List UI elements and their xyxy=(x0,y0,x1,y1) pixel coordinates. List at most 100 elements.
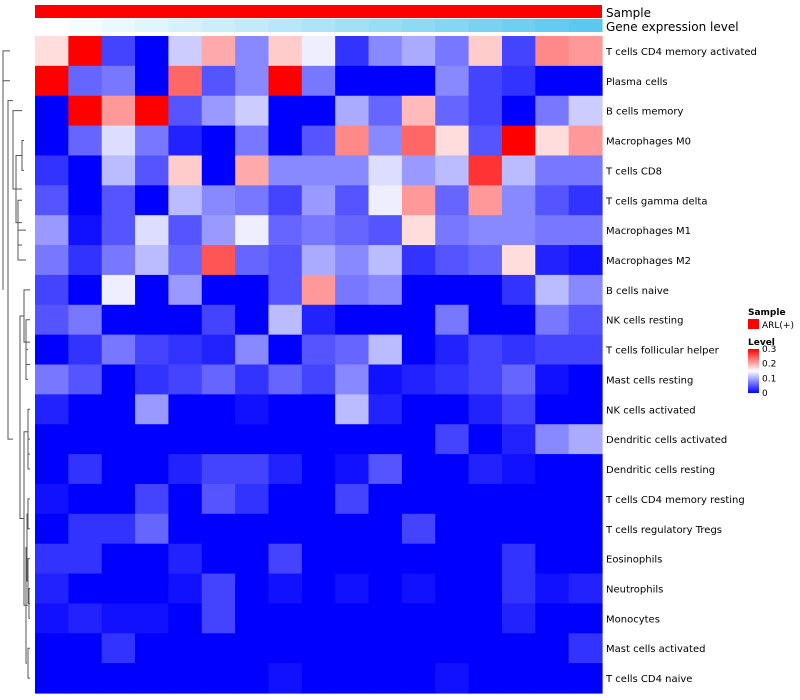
heatmap-cell xyxy=(68,65,103,97)
heatmap-cell xyxy=(335,125,370,157)
heatmap-cell xyxy=(168,424,203,455)
row-label: NK cells resting xyxy=(606,316,683,327)
legend-level-tick: 0 xyxy=(762,389,768,399)
heatmap-cell xyxy=(568,95,603,127)
legend: Sample ARL(+) Level 0.3 0.2 0.1 0 xyxy=(748,308,794,399)
heatmap-cell xyxy=(235,95,270,127)
heatmap-cell xyxy=(568,245,603,276)
heatmap-cell xyxy=(535,364,570,395)
heatmap-cell xyxy=(435,304,470,336)
heatmap-cell xyxy=(501,394,536,425)
heatmap-cell xyxy=(101,663,136,694)
heatmap-cell xyxy=(35,155,69,186)
heatmap-cell xyxy=(168,394,203,425)
heatmap-cell xyxy=(135,65,170,97)
heatmap-cell xyxy=(268,543,303,575)
row-label: T cells CD8 xyxy=(605,166,662,177)
heatmap-cell xyxy=(435,125,470,157)
heatmap-cell xyxy=(35,185,69,216)
heatmap-cell xyxy=(135,573,170,605)
heatmap-cell xyxy=(235,454,270,485)
heatmap-cell xyxy=(68,394,103,425)
heatmap-cell xyxy=(335,513,370,545)
heatmap-cell xyxy=(235,155,270,186)
heatmap-cell xyxy=(468,245,503,276)
annotation-cell-expression xyxy=(335,19,370,32)
heatmap-cell xyxy=(268,274,303,306)
heatmap-cell xyxy=(201,603,236,634)
heatmap-cell xyxy=(401,543,436,575)
heatmap-cell xyxy=(235,424,270,455)
annotation-cell-expression xyxy=(135,19,170,32)
annotation-labels: Sample Gene expression level xyxy=(606,6,739,34)
heatmap-cell xyxy=(68,155,103,186)
heatmap-cell xyxy=(201,95,236,127)
heatmap-cell xyxy=(535,274,570,306)
heatmap-cell xyxy=(301,513,336,545)
heatmap-cell xyxy=(101,483,136,515)
heatmap-cell xyxy=(401,454,436,485)
heatmap-cell xyxy=(568,663,603,694)
heatmap-cell xyxy=(201,36,236,67)
row-label: T cells regulatory Tregs xyxy=(605,525,722,536)
heatmap-cell xyxy=(201,543,236,575)
heatmap-cell xyxy=(568,483,603,515)
heatmap-cell xyxy=(235,633,270,664)
row-label: Mast cells activated xyxy=(606,644,705,655)
row-label: Plasma cells xyxy=(606,77,668,88)
heatmap-cell xyxy=(68,215,103,246)
heatmap-cell xyxy=(135,155,170,186)
heatmap-cell xyxy=(501,454,536,485)
heatmap-cell xyxy=(268,633,303,664)
heatmap-cell xyxy=(501,663,536,694)
heatmap-cell xyxy=(168,513,203,545)
heatmap-cell xyxy=(501,245,536,276)
heatmap-cell xyxy=(235,274,270,306)
heatmap-cell xyxy=(201,65,236,97)
heatmap-cell xyxy=(568,394,603,425)
heatmap-cell xyxy=(201,215,236,246)
heatmap-cell xyxy=(401,36,436,67)
row-label: Macrophages M0 xyxy=(606,137,691,148)
heatmap-cell xyxy=(501,65,536,97)
row-label: Macrophages M1 xyxy=(606,226,691,237)
heatmap-cell xyxy=(268,513,303,545)
heatmap-cell xyxy=(201,454,236,485)
heatmap-cell xyxy=(401,424,436,455)
heatmap-cell xyxy=(468,65,503,97)
heatmap-cell xyxy=(535,304,570,336)
heatmap-cell xyxy=(335,215,370,246)
heatmap-cell xyxy=(468,155,503,186)
heatmap-cell xyxy=(68,663,103,694)
heatmap-cell xyxy=(368,603,403,634)
heatmap-cell xyxy=(535,513,570,545)
heatmap-cell xyxy=(501,155,536,186)
heatmap-cell xyxy=(401,513,436,545)
heatmap-cell xyxy=(68,274,103,306)
heatmap-cell xyxy=(568,215,603,246)
dendrogram-branch xyxy=(23,289,30,343)
heatmap-cell xyxy=(235,304,270,336)
heatmap-cell xyxy=(168,633,203,664)
heatmap-cell xyxy=(335,304,370,336)
heatmap-cell xyxy=(235,215,270,246)
heatmap-cell xyxy=(201,364,236,395)
heatmap-cell xyxy=(535,543,570,575)
heatmap-cell xyxy=(335,334,370,366)
heatmap-cell xyxy=(101,454,136,485)
annotation-cell-expression xyxy=(201,19,236,32)
legend-sample-entry: ARL(+) xyxy=(762,321,794,331)
heatmap-cell xyxy=(435,215,470,246)
heatmap-cell xyxy=(501,36,536,67)
heatmap-cell xyxy=(35,364,69,395)
heatmap-cell xyxy=(101,274,136,306)
heatmap-cell xyxy=(368,185,403,216)
heatmap-cell xyxy=(201,125,236,157)
dendrogram-branch xyxy=(27,647,30,679)
dendrogram-branch xyxy=(12,110,22,190)
heatmap-cell xyxy=(401,125,436,157)
heatmap-cell xyxy=(235,394,270,425)
heatmap-cell xyxy=(101,215,136,246)
heatmap-cell xyxy=(368,663,403,694)
heatmap-cell xyxy=(135,274,170,306)
